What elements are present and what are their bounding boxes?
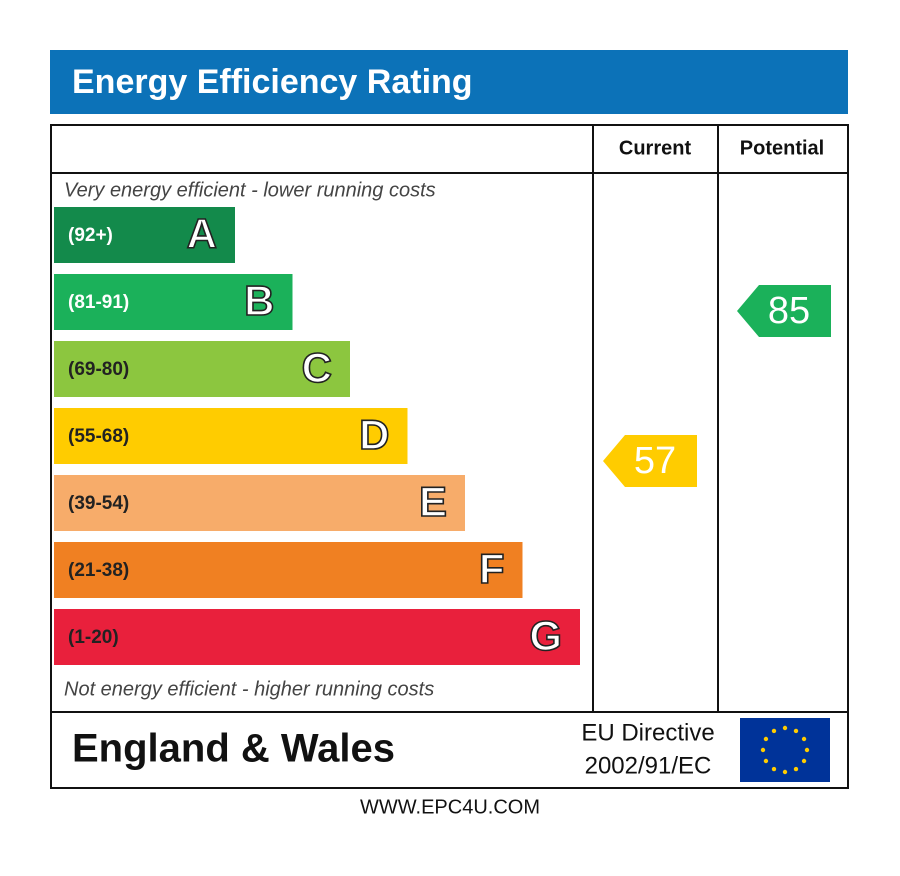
band-range: (81-91): [68, 292, 129, 313]
column-header: Current: [619, 137, 692, 159]
band: [54, 609, 580, 665]
title: Energy Efficiency Rating: [72, 63, 473, 101]
rating-value: 85: [768, 290, 810, 332]
band-letter: D: [359, 411, 389, 458]
band-letter: B: [244, 277, 274, 324]
rating-value: 57: [634, 440, 676, 482]
star: [763, 736, 769, 742]
band-letter: E: [419, 478, 447, 525]
rating-arrow: [603, 435, 697, 487]
band-range: (21-38): [68, 560, 129, 581]
top-note: Very energy efficient - lower running co…: [64, 179, 436, 201]
band-letter: G: [529, 612, 562, 659]
table-border: [50, 124, 849, 789]
band-range: (69-80): [68, 359, 129, 380]
band-letter: C: [302, 344, 332, 391]
band-letter: A: [187, 210, 217, 257]
directive: 2002/91/EC: [585, 752, 712, 779]
band-range: (1-20): [68, 627, 119, 648]
star: [782, 725, 788, 731]
band: [54, 542, 523, 598]
title-bar: [50, 50, 848, 114]
star: [771, 728, 777, 734]
eu-stars: [760, 725, 810, 775]
star: [760, 747, 766, 753]
star: [771, 766, 777, 772]
star: [793, 766, 799, 772]
star: [763, 758, 769, 764]
star: [793, 728, 799, 734]
band: [54, 274, 293, 330]
website: WWW.EPC4U.COM: [360, 796, 540, 818]
band-range: (55-68): [68, 426, 129, 447]
band: [54, 475, 465, 531]
star: [801, 758, 807, 764]
star: [804, 747, 810, 753]
column-header: Potential: [740, 137, 824, 159]
directive: EU Directive: [581, 719, 714, 746]
star: [801, 736, 807, 742]
band: [54, 408, 408, 464]
band-range: (39-54): [68, 493, 129, 514]
band: [54, 207, 235, 263]
band-range: (92+): [68, 225, 113, 246]
star: [782, 769, 788, 775]
rating-arrow: [737, 285, 831, 337]
bottom-note: Not energy efficient - higher running co…: [64, 678, 434, 700]
band-letter: F: [479, 545, 505, 592]
band: [54, 341, 350, 397]
region: England & Wales: [72, 727, 395, 771]
